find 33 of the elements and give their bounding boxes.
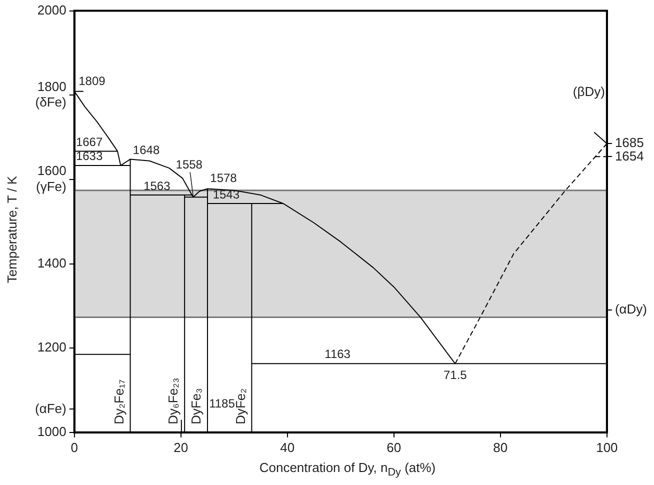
annotation: 1563 [144,179,171,194]
annotation: 1163 [324,346,351,361]
y-tick-label: 1000 [37,424,66,439]
y-tick-label: 1200 [37,340,66,355]
annotation: 1543 [212,188,240,202]
annotation: 1667 [76,134,103,149]
annotation: 1185 [209,396,236,411]
annotation: (βDy) [572,84,605,99]
y2-tick-label: (αDy) [614,302,647,317]
x-axis-title: Concentration of Dy, n$_{Dy}$ (at%) [258,460,437,479]
y-tick-label: 1800 (δFe) [35,78,66,110]
x-tick-label: 100 [596,440,618,455]
y2-tick-label: 1685 [614,135,644,150]
y-tick-label: 1400 [37,255,66,270]
annotation: 1633 [76,149,103,164]
y2-tick-label: 1654 [614,148,644,164]
annotation: 1809 [78,74,106,88]
x-tick-label: 80 [493,440,508,455]
x-tick-label: 0 [70,440,78,455]
text: Dy₆Fe₂₃ [166,378,181,424]
x-tick-label: 40 [280,440,295,455]
annotation: 71.5 [443,368,468,382]
y-tick-label: 1600 (γFe) [36,163,66,194]
y-axis-title: Temperature, T / K [4,174,20,286]
annotation: 1558 [176,157,203,172]
text: DyFe₃ [188,388,204,424]
y-tick-label: 2000 [37,2,66,18]
annotation: 1648 [132,142,160,157]
x-tick-label: 60 [386,440,402,455]
x-tick-label: 20 [174,440,188,455]
text: Dy₂Fe₁₇ [111,378,126,424]
y-tick-label: (αFe) [34,400,66,416]
annotation: 1578 [210,171,238,186]
